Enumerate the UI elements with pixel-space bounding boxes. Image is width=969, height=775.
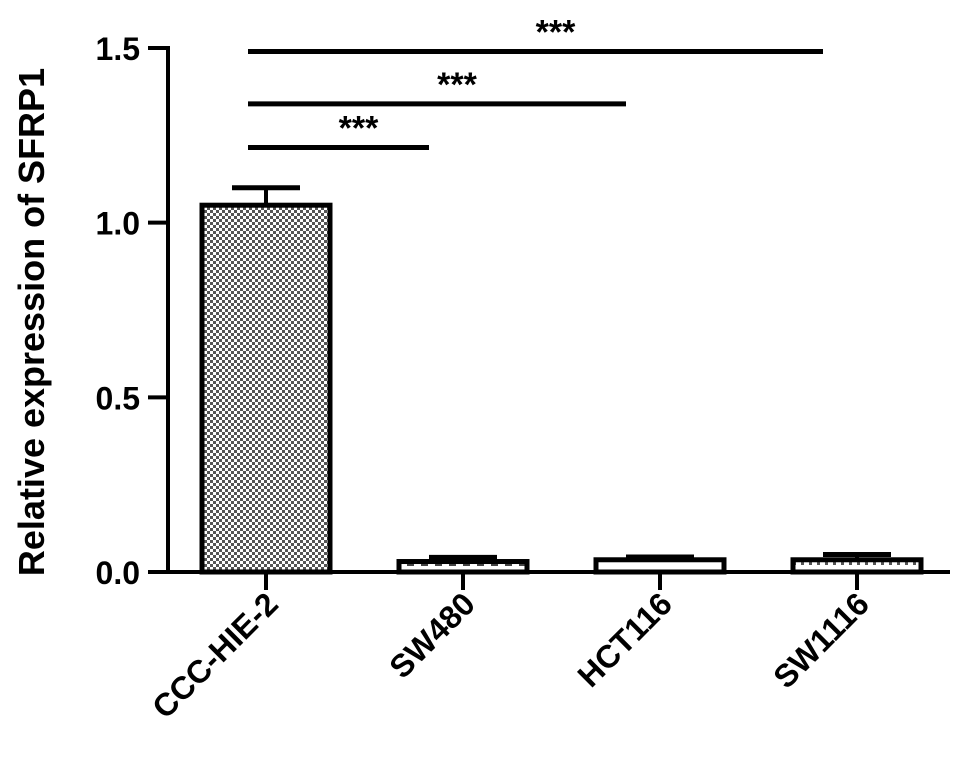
x-tick-label: SW480 [382, 585, 482, 685]
y-tick-label: 1.5 [96, 31, 140, 67]
bar [199, 202, 333, 575]
y-tick-label: 0.0 [96, 555, 140, 591]
bar [790, 557, 924, 575]
significance-label: *** [339, 110, 379, 148]
x-tick-label: SW1116 [766, 585, 876, 695]
x-tick-label: CCC-HIE-2 [145, 585, 285, 725]
y-axis-label: Relative expression of SFRP1 [11, 68, 52, 576]
y-tick-label: 1.0 [96, 206, 140, 242]
bar [593, 557, 727, 575]
y-tick-label: 0.5 [96, 380, 140, 416]
x-tick-label: HCT116 [570, 585, 678, 693]
significance-label: *** [536, 13, 576, 51]
significance-label: *** [437, 66, 477, 104]
bar [396, 559, 530, 575]
